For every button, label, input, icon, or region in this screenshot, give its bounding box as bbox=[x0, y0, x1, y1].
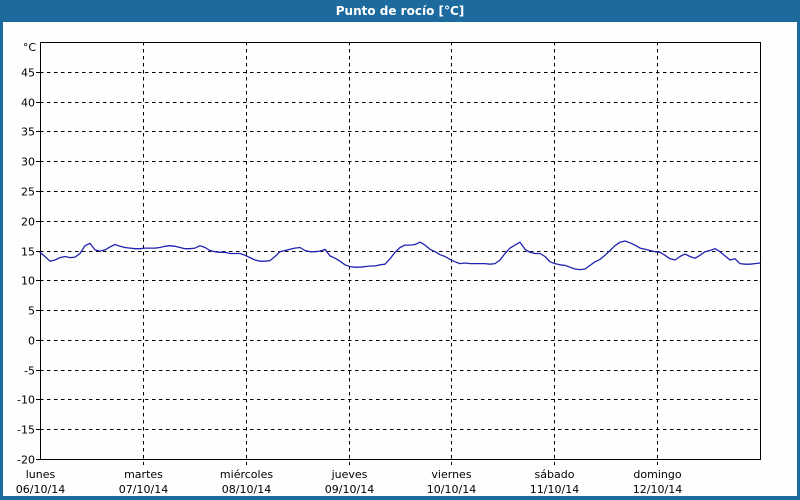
y-tick-label: 15 bbox=[21, 246, 35, 259]
y-tick-label: 5 bbox=[28, 305, 35, 318]
x-weekday-label: domingo bbox=[633, 468, 681, 481]
x-weekday-label: lunes bbox=[26, 468, 56, 481]
y-tick-label: -10 bbox=[17, 394, 35, 407]
x-date-label: 12/10/14 bbox=[633, 483, 682, 496]
y-tick-label: 35 bbox=[21, 126, 35, 139]
y-tick-label: 30 bbox=[21, 156, 35, 169]
x-weekday-label: viernes bbox=[431, 468, 471, 481]
y-tick-label: 40 bbox=[21, 97, 35, 110]
y-tick-label: 10 bbox=[21, 275, 35, 288]
plot-border bbox=[40, 42, 761, 460]
y-tick-label: 0 bbox=[28, 335, 35, 348]
chart-canvas bbox=[3, 22, 797, 496]
x-date-label: 06/10/14 bbox=[16, 483, 65, 496]
x-date-label: 08/10/14 bbox=[222, 483, 271, 496]
y-tick-label: 25 bbox=[21, 186, 35, 199]
x-weekday-label: martes bbox=[124, 468, 163, 481]
x-date-label: 09/10/14 bbox=[325, 483, 374, 496]
x-weekday-label: sábado bbox=[535, 468, 575, 481]
x-date-label: 11/10/14 bbox=[530, 483, 579, 496]
x-date-label: 10/10/14 bbox=[427, 483, 476, 496]
x-weekday-label: jueves bbox=[331, 468, 368, 481]
page-title: Punto de rocío [°C] bbox=[335, 4, 465, 18]
x-date-label: 07/10/14 bbox=[119, 483, 168, 496]
y-tick-label: 45 bbox=[21, 67, 35, 80]
title-bar: Punto de rocío [°C] bbox=[0, 0, 800, 22]
y-tick-label: -5 bbox=[24, 365, 35, 378]
x-weekday-label: miércoles bbox=[220, 468, 273, 481]
y-tick-label: -20 bbox=[17, 454, 35, 467]
y-tick-label: -15 bbox=[17, 424, 35, 437]
y-tick-label: 20 bbox=[21, 216, 35, 229]
dewpoint-line bbox=[39, 240, 761, 271]
y-unit-label: °C bbox=[23, 41, 37, 54]
